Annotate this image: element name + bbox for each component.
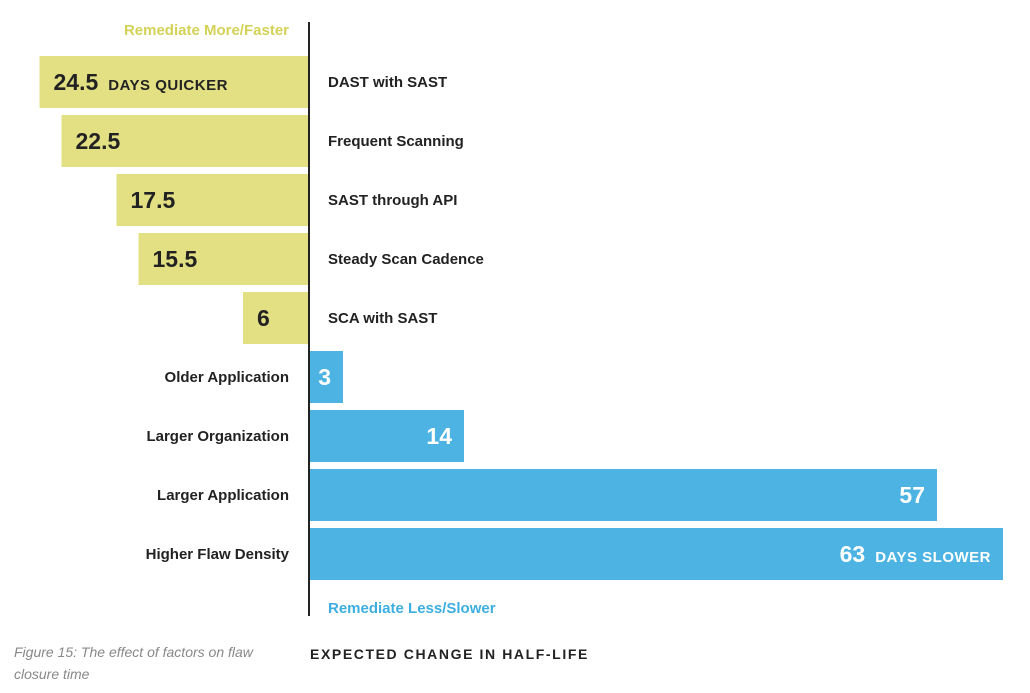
chart: 24.5 DAYS QUICKER DAST with SAST 22.5 Freque… (39, 22, 1003, 617)
category-label-3: Steady Scan Cadence (328, 251, 484, 268)
bar-value-label-6: 14 (426, 423, 452, 449)
bar-7 (310, 469, 937, 521)
bar-value-label-5: 3 (318, 364, 331, 390)
bar-8 (310, 528, 1003, 580)
bar-5 (310, 351, 343, 403)
bar-6 (310, 410, 464, 462)
category-label-5: Older Application (165, 369, 289, 386)
bar-4 (243, 292, 309, 344)
bar-3 (138, 233, 309, 285)
category-label-4: SCA with SAST (328, 310, 437, 327)
bar-value-label-1: 22.5 (76, 128, 121, 154)
category-label-8: Higher Flaw Density (146, 546, 290, 563)
bottom-direction-label: Remediate Less/Slower (328, 600, 496, 617)
figure-caption: Figure 15: The effect of factors on flaw… (14, 644, 253, 682)
top-direction-label: Remediate More/Faster (124, 22, 289, 39)
bar-value-label-7: 57 (899, 482, 925, 508)
category-label-7: Larger Application (157, 487, 289, 504)
bar-value-label-4: 6 (257, 305, 270, 331)
category-label-0: DAST with SAST (328, 74, 447, 91)
bar-value-label-8: 63 DAYS SLOWER (840, 541, 991, 567)
bar-value-label-0: 24.5 DAYS QUICKER (54, 69, 228, 95)
bar-value-label-2: 17.5 (131, 187, 176, 213)
category-label-1: Frequent Scanning (328, 133, 464, 150)
bar-0 (39, 56, 309, 108)
bar-value-label-3: 15.5 (153, 246, 198, 272)
bars-group: 24.5 DAYS QUICKER DAST with SAST 22.5 Freque… (39, 56, 1003, 580)
x-axis-title: EXPECTED CHANGE IN HALF-LIFE (310, 646, 589, 662)
category-label-6: Larger Organization (146, 428, 289, 445)
bar-2 (116, 174, 309, 226)
bar-1 (61, 115, 309, 167)
category-label-2: SAST through API (328, 192, 457, 209)
